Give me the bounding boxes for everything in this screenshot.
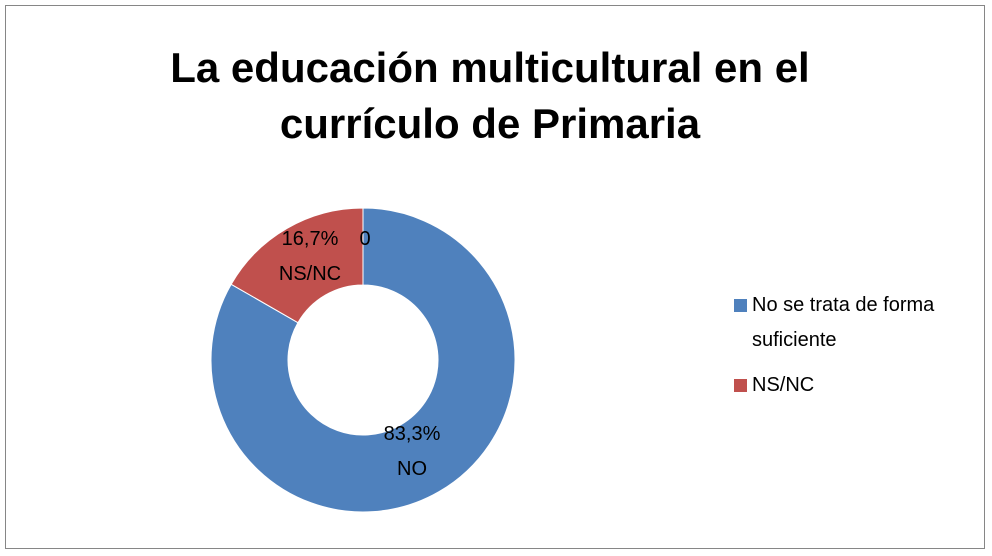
chart-frame xyxy=(5,5,985,549)
legend-item: NS/NC xyxy=(734,368,964,403)
donut-slice xyxy=(210,207,516,513)
data-label: 16,7% NS/NC xyxy=(279,228,341,285)
data-label: 83,3% NO xyxy=(384,423,441,480)
legend-label: No se trata de forma suficiente xyxy=(752,294,935,351)
legend: No se trata de forma suficiente NS/NC xyxy=(734,288,964,413)
legend-swatch xyxy=(734,379,747,392)
legend-swatch xyxy=(734,299,747,312)
donut-slice xyxy=(230,207,364,324)
legend-label: NS/NC xyxy=(752,374,815,396)
data-label-value: 16,7% xyxy=(282,228,339,250)
data-label-value: 83,3% xyxy=(384,423,441,445)
data-label-name: NO xyxy=(397,458,427,480)
data-label-name: NS/NC xyxy=(279,263,341,285)
data-label: 0 xyxy=(359,228,370,250)
data-label-value: 0 xyxy=(359,228,370,250)
chart-title: La educación multicultural en el currícu… xyxy=(170,44,810,147)
legend-item: No se trata de forma suficiente xyxy=(734,288,964,358)
